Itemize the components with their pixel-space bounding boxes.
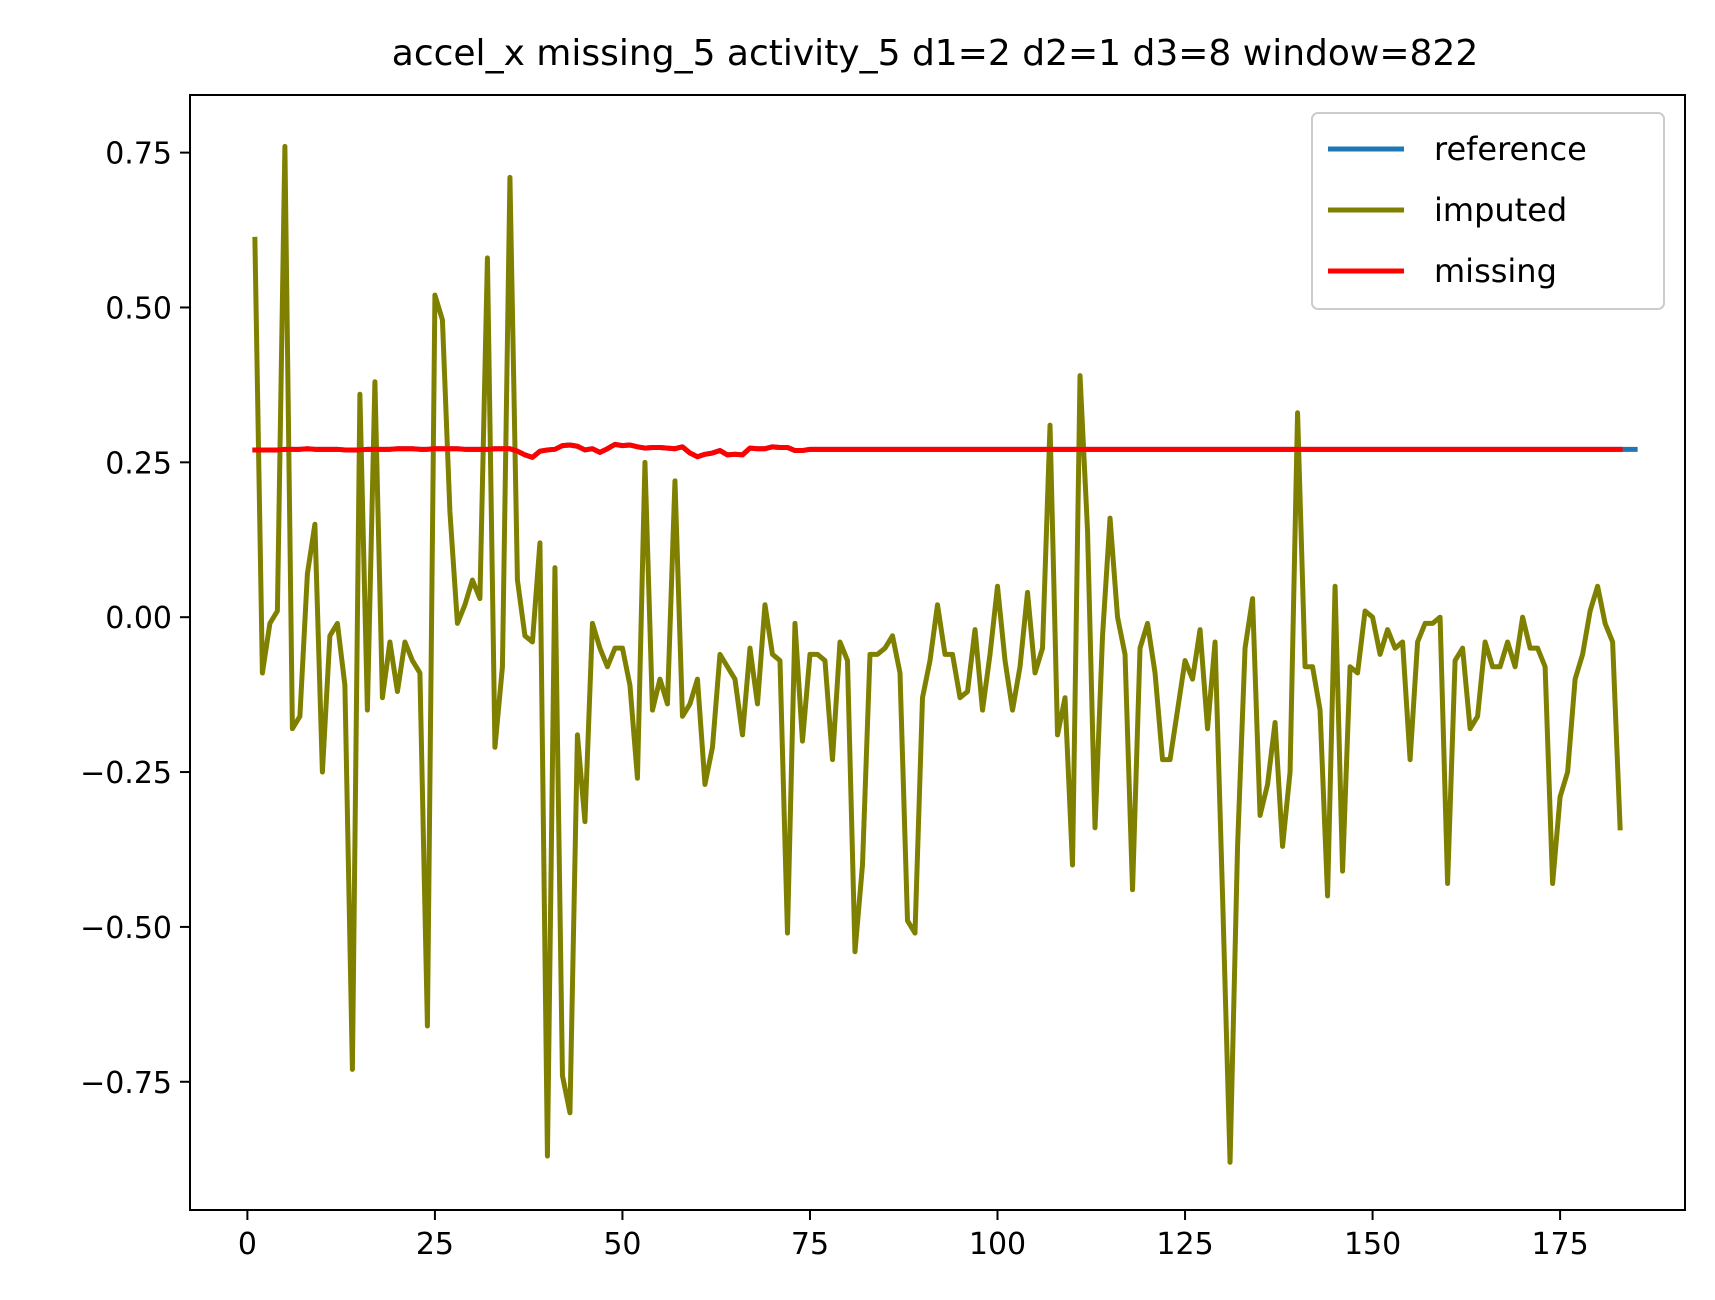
legend-label-reference: reference xyxy=(1434,130,1587,168)
legend-label-missing: missing xyxy=(1434,252,1557,290)
y-tick-label: 0.25 xyxy=(105,446,172,481)
y-tick-label: −0.50 xyxy=(80,911,172,946)
x-axis: 0 25 50 75 100 125 150 175 xyxy=(238,1210,1589,1262)
y-tick-label: −0.75 xyxy=(80,1066,172,1101)
x-tick-label: 150 xyxy=(1344,1227,1401,1262)
chart-title: accel_x missing_5 activity_5 d1=2 d2=1 d… xyxy=(392,33,1478,74)
plot-frame xyxy=(189,94,1686,1211)
y-axis: −0.75 −0.50 −0.25 0.00 0.25 0.50 0.75 xyxy=(80,137,190,1101)
y-tick-label: 0.50 xyxy=(105,291,172,326)
x-tick-label: 50 xyxy=(603,1227,641,1262)
y-tick-label: −0.25 xyxy=(80,756,172,791)
x-tick-label: 175 xyxy=(1531,1227,1588,1262)
x-tick-label: 0 xyxy=(238,1227,257,1262)
x-tick-label: 100 xyxy=(969,1227,1026,1262)
series-line-imputed xyxy=(252,143,1623,1165)
y-tick-label: 0.00 xyxy=(105,601,172,636)
x-tick-label: 75 xyxy=(791,1227,829,1262)
x-tick-label: 125 xyxy=(1156,1227,1213,1262)
legend-label-imputed: imputed xyxy=(1434,191,1567,229)
series-line-missing xyxy=(252,441,1623,460)
x-tick-label: 25 xyxy=(416,1227,454,1262)
legend-box xyxy=(1311,112,1665,310)
legend: reference imputed missing xyxy=(1311,112,1665,310)
y-tick-label: 0.75 xyxy=(105,137,172,172)
series-layer xyxy=(252,143,1638,1165)
